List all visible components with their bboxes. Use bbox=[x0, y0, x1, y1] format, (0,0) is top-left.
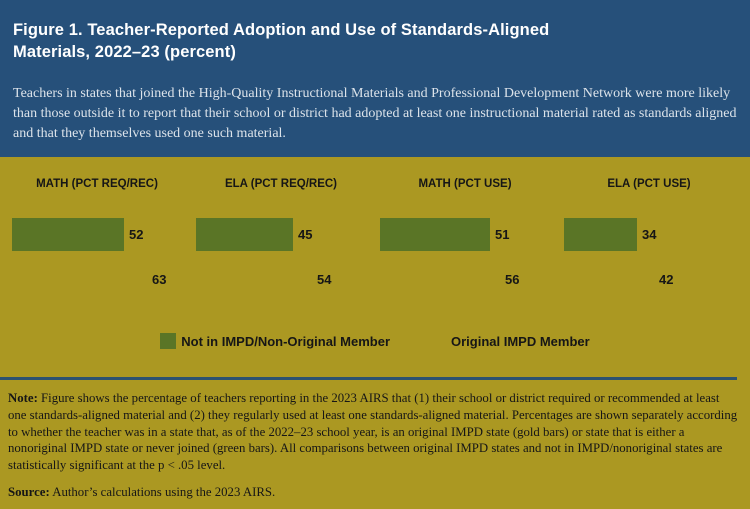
bar-value-label: 45 bbox=[298, 227, 313, 242]
figure-header: Figure 1. Teacher-Reported Adoption and … bbox=[0, 0, 750, 157]
bar-gold bbox=[564, 263, 654, 296]
chart-group: MATH (PCT REQ/REC) 52 63 bbox=[12, 178, 182, 296]
bar-value-label: 51 bbox=[495, 227, 510, 242]
legend-label: Original IMPD Member bbox=[451, 333, 590, 349]
legend-item: Not in IMPD/Non-Original Member bbox=[160, 333, 390, 349]
source-label: Source: bbox=[8, 484, 50, 499]
bar-green bbox=[196, 218, 293, 251]
bar-value-label: 42 bbox=[659, 272, 674, 287]
bar-row: 34 bbox=[564, 218, 734, 251]
group-header: ELA (PCT REQ/REC) bbox=[224, 178, 338, 190]
legend-item: Original IMPD Member bbox=[430, 333, 590, 349]
bar-value-label: 52 bbox=[129, 227, 144, 242]
bar-green bbox=[564, 218, 637, 251]
group-header: MATH (PCT REQ/REC) bbox=[36, 178, 158, 190]
bar-green bbox=[12, 218, 124, 251]
note-paragraph: Note: Figure shows the percentage of tea… bbox=[8, 390, 740, 474]
chart-group: MATH (PCT USE) 51 56 bbox=[380, 178, 550, 296]
bar-value-label: 63 bbox=[152, 272, 167, 287]
bar-row: 45 bbox=[196, 218, 366, 251]
bar-value-label: 54 bbox=[317, 272, 332, 287]
bar-row: 63 bbox=[12, 263, 182, 296]
bar-green bbox=[380, 218, 490, 251]
group-header: ELA (PCT USE) bbox=[607, 178, 691, 190]
legend-swatch-green bbox=[160, 333, 177, 349]
bar-chart: MATH (PCT REQ/REC) 52 63 ELA (PCT REQ/REC) 4… bbox=[0, 157, 750, 377]
legend-swatch-gold bbox=[430, 333, 447, 349]
bar-gold bbox=[196, 263, 312, 296]
figure-title: Figure 1. Teacher-Reported Adoption and … bbox=[13, 21, 550, 61]
chart-group: ELA (PCT USE) 34 42 bbox=[564, 178, 734, 296]
source-paragraph: Source: Author’s calculations using the … bbox=[8, 484, 740, 500]
note-text: Figure shows the percentage of teachers … bbox=[8, 391, 738, 473]
bar-row: 54 bbox=[196, 263, 366, 296]
figure-notes: Note: Figure shows the percentage of tea… bbox=[0, 380, 750, 509]
note-label: Note: bbox=[8, 391, 38, 405]
bar-gold bbox=[380, 263, 500, 296]
bar-row: 42 bbox=[564, 263, 734, 296]
bar-row: 56 bbox=[380, 263, 550, 296]
source-text: Author’s calculations using the 2023 AIR… bbox=[52, 484, 276, 499]
chart-legend: Not in IMPD/Non-Original Member Original … bbox=[0, 333, 750, 349]
chart-group: ELA (PCT REQ/REC) 45 54 bbox=[196, 178, 366, 296]
bar-value-label: 34 bbox=[642, 227, 657, 242]
bar-row: 52 bbox=[12, 218, 182, 251]
figure-subtitle: Teachers in states that joined the High-… bbox=[13, 86, 737, 141]
bar-row: 51 bbox=[380, 218, 550, 251]
group-header: MATH (PCT USE) bbox=[418, 178, 512, 190]
bar-value-label: 56 bbox=[505, 272, 520, 287]
legend-label: Not in IMPD/Non-Original Member bbox=[181, 333, 391, 349]
chart-groups: MATH (PCT REQ/REC) 52 63 ELA (PCT REQ/REC) 4… bbox=[12, 178, 750, 296]
bar-gold bbox=[12, 263, 147, 296]
section-divider bbox=[0, 377, 737, 380]
